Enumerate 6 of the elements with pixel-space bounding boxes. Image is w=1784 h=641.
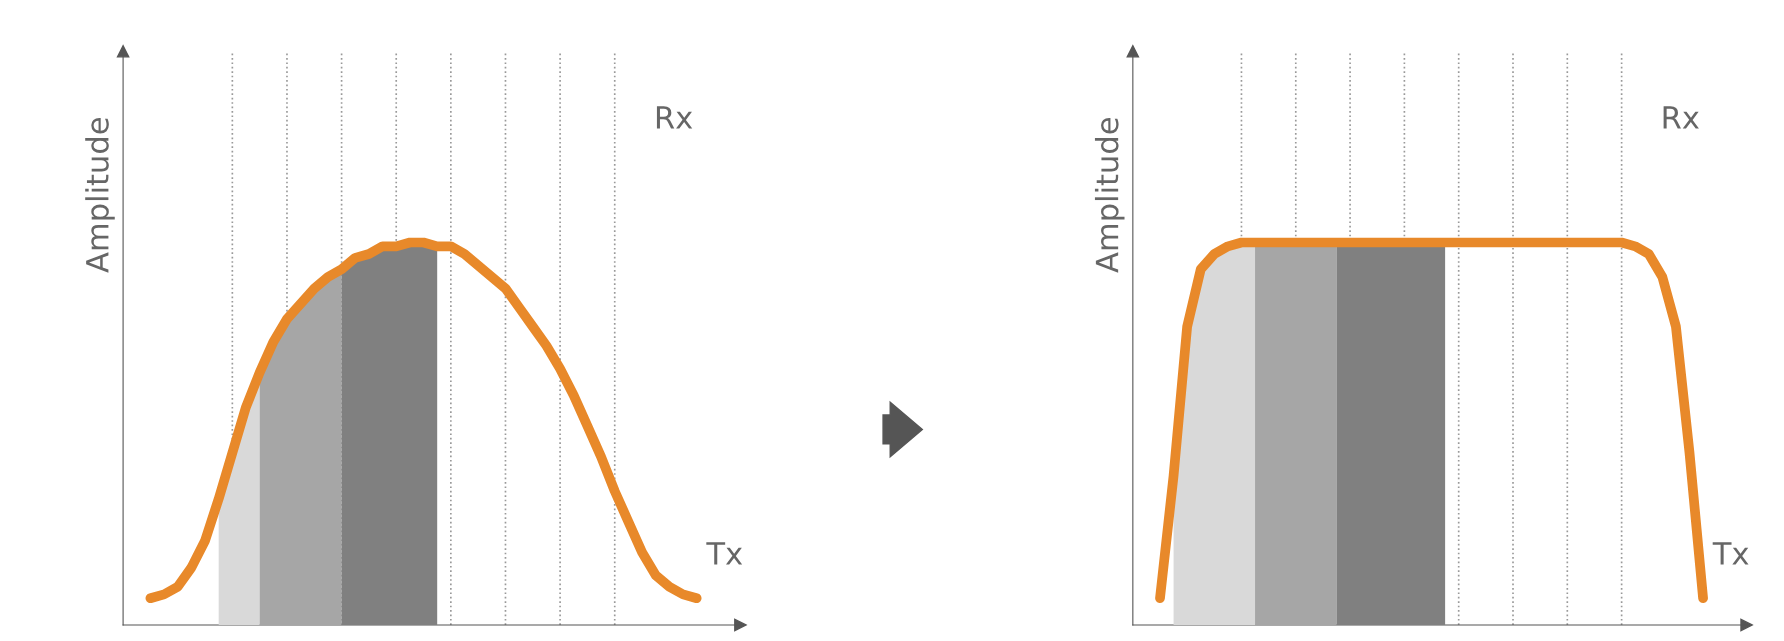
y-axis-title: Amplitude <box>1094 118 1125 273</box>
text: Tx <box>706 542 743 565</box>
y-axis-title: Amplitude <box>85 118 115 273</box>
text: Rx <box>656 106 693 129</box>
text: Rx <box>1663 106 1699 129</box>
text: Tx <box>1712 542 1749 565</box>
